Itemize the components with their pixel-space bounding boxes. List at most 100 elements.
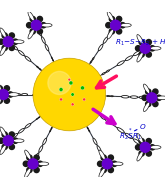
Ellipse shape [28, 12, 34, 21]
Ellipse shape [137, 53, 143, 62]
Ellipse shape [0, 81, 1, 90]
Ellipse shape [38, 117, 40, 118]
Ellipse shape [137, 152, 143, 161]
Circle shape [108, 155, 114, 160]
Ellipse shape [0, 127, 6, 136]
Circle shape [139, 151, 144, 156]
Circle shape [68, 78, 71, 81]
Ellipse shape [38, 162, 49, 166]
Circle shape [150, 145, 155, 150]
Ellipse shape [108, 29, 113, 36]
Circle shape [146, 40, 151, 45]
Circle shape [142, 95, 147, 100]
Ellipse shape [150, 146, 161, 149]
Circle shape [37, 29, 43, 34]
Circle shape [9, 33, 15, 38]
Ellipse shape [0, 28, 6, 37]
Ellipse shape [12, 45, 18, 50]
Ellipse shape [25, 150, 31, 160]
Circle shape [34, 167, 39, 173]
Ellipse shape [0, 99, 1, 108]
Ellipse shape [35, 153, 39, 160]
Ellipse shape [157, 96, 165, 100]
Ellipse shape [90, 60, 92, 63]
Circle shape [3, 136, 13, 146]
Circle shape [146, 52, 151, 57]
Ellipse shape [38, 29, 42, 36]
Circle shape [2, 144, 7, 149]
Circle shape [27, 155, 32, 160]
Text: O: O [139, 124, 145, 130]
Circle shape [0, 86, 2, 91]
Ellipse shape [107, 12, 113, 21]
Ellipse shape [0, 145, 6, 154]
Ellipse shape [25, 168, 31, 177]
Circle shape [108, 167, 114, 173]
Circle shape [48, 71, 71, 94]
Circle shape [9, 144, 15, 149]
Circle shape [116, 29, 122, 34]
Ellipse shape [101, 116, 105, 119]
Circle shape [101, 155, 106, 160]
Circle shape [34, 155, 39, 160]
Circle shape [27, 167, 32, 173]
Circle shape [4, 86, 10, 91]
Circle shape [139, 139, 144, 144]
Ellipse shape [133, 51, 141, 56]
Ellipse shape [107, 96, 110, 97]
Ellipse shape [39, 146, 43, 152]
Ellipse shape [7, 94, 13, 95]
Circle shape [140, 43, 150, 53]
Circle shape [109, 16, 115, 22]
Ellipse shape [18, 50, 24, 56]
Ellipse shape [107, 29, 113, 39]
Circle shape [111, 20, 120, 30]
Text: R$_1$$-$S$-$R$_2$ + H$_2$O$_2$: R$_1$$-$S$-$R$_2$ + H$_2$O$_2$ [115, 37, 165, 48]
Ellipse shape [92, 57, 94, 60]
Circle shape [9, 132, 15, 137]
Ellipse shape [133, 139, 141, 144]
Ellipse shape [105, 119, 109, 122]
Circle shape [120, 22, 125, 28]
Circle shape [147, 93, 157, 103]
Circle shape [101, 167, 106, 173]
Ellipse shape [39, 68, 41, 70]
Ellipse shape [139, 96, 147, 99]
Circle shape [153, 101, 158, 107]
Ellipse shape [125, 56, 132, 61]
Circle shape [83, 98, 86, 101]
Circle shape [71, 93, 74, 96]
Circle shape [139, 52, 144, 57]
Ellipse shape [15, 94, 20, 95]
Ellipse shape [43, 138, 47, 145]
Circle shape [37, 161, 43, 167]
Circle shape [140, 142, 150, 152]
Circle shape [37, 16, 43, 22]
Ellipse shape [42, 37, 45, 43]
Circle shape [146, 89, 151, 94]
Text: R$_2$$\overset{*}{S}$R$_1$: R$_2$$\overset{*}{S}$R$_1$ [119, 127, 142, 143]
Circle shape [109, 29, 115, 34]
Ellipse shape [117, 128, 124, 133]
Circle shape [135, 145, 141, 150]
Ellipse shape [22, 94, 28, 95]
Circle shape [23, 161, 29, 167]
Ellipse shape [8, 93, 19, 96]
Circle shape [81, 86, 84, 90]
Ellipse shape [137, 134, 143, 143]
Ellipse shape [130, 96, 138, 98]
Ellipse shape [36, 118, 38, 120]
Ellipse shape [101, 153, 105, 160]
Ellipse shape [36, 66, 39, 68]
Ellipse shape [110, 96, 114, 97]
Circle shape [150, 46, 155, 51]
Circle shape [146, 101, 151, 107]
Ellipse shape [50, 130, 51, 132]
Circle shape [3, 37, 13, 47]
Circle shape [13, 39, 18, 44]
Ellipse shape [25, 56, 31, 61]
Ellipse shape [51, 127, 52, 129]
Circle shape [112, 161, 117, 167]
Ellipse shape [99, 150, 105, 160]
Circle shape [2, 132, 7, 137]
